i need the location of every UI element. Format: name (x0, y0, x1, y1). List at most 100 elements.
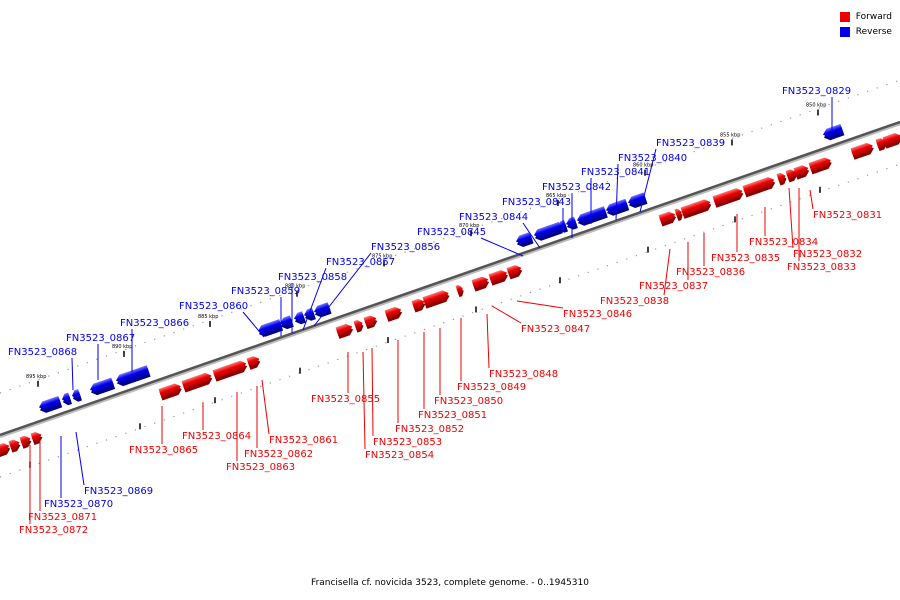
gene-label-fn3523_0829[interactable]: FN3523_0829 (782, 86, 851, 97)
reverse-gene-arrow[interactable] (279, 315, 294, 330)
gene-label-fn3523_0860[interactable]: FN3523_0860 (179, 301, 248, 312)
forward-gene-arrow[interactable] (793, 164, 811, 180)
gene-label-fn3523_0845[interactable]: FN3523_0845 (417, 227, 486, 238)
forward-gene-arrow[interactable] (488, 268, 510, 286)
forward-gene-arrow[interactable] (785, 168, 799, 183)
forward-gene-arrow[interactable] (19, 434, 33, 449)
gene-leader-line (486, 313, 490, 369)
reverse-gene-arrow[interactable] (38, 395, 63, 415)
gene-leader-line (788, 187, 794, 249)
gene-label-fn3523_0835[interactable]: FN3523_0835 (711, 253, 780, 264)
gene-label-fn3523_0833[interactable]: FN3523_0833 (787, 262, 856, 273)
gene-leader-line (371, 347, 374, 437)
gene-label-fn3523_0837[interactable]: FN3523_0837 (639, 281, 708, 292)
forward-gene-arrow[interactable] (422, 289, 451, 309)
forward-gene-arrow[interactable] (882, 131, 900, 149)
gene-leader-line (615, 163, 619, 221)
reverse-gene-arrow[interactable] (605, 198, 630, 218)
reverse-gene-arrow[interactable] (89, 377, 116, 397)
gene-leader-line (261, 379, 270, 435)
gene-label-fn3523_0858[interactable]: FN3523_0858 (278, 272, 347, 283)
legend-forward: Forward (839, 9, 892, 24)
gene-label-fn3523_0868[interactable]: FN3523_0868 (8, 347, 77, 358)
gene-label-fn3523_0856[interactable]: FN3523_0856 (371, 242, 440, 253)
gene-leader-line (491, 305, 522, 324)
forward-gene-arrow[interactable] (850, 141, 876, 160)
gene-label-fn3523_0867[interactable]: FN3523_0867 (66, 333, 135, 344)
gene-label-fn3523_0832[interactable]: FN3523_0832 (793, 249, 862, 260)
reverse-gene-arrow[interactable] (576, 206, 608, 227)
gene-label-fn3523_0864[interactable]: FN3523_0864 (182, 431, 251, 442)
reverse-gene-arrow[interactable] (293, 311, 306, 326)
gene-label-fn3523_0850[interactable]: FN3523_0850 (434, 396, 503, 407)
gene-label-fn3523_0849[interactable]: FN3523_0849 (457, 382, 526, 393)
gene-label-fn3523_0871[interactable]: FN3523_0871 (28, 512, 97, 523)
gene-label-fn3523_0863[interactable]: FN3523_0863 (226, 462, 295, 473)
forward-gene-arrow[interactable] (776, 172, 788, 186)
reverse-gene-arrow[interactable] (71, 389, 83, 403)
forward-gene-arrow[interactable] (680, 198, 713, 219)
reverse-gene-arrow[interactable] (257, 319, 284, 338)
forward-gene-arrow[interactable] (712, 187, 745, 208)
forward-gene-arrow[interactable] (335, 322, 355, 339)
gene-label-fn3523_0854[interactable]: FN3523_0854 (365, 450, 434, 461)
genome-axis-shadow (0, 122, 900, 439)
forward-gene-arrow[interactable] (246, 355, 262, 370)
forward-gene-arrow[interactable] (742, 175, 777, 198)
forward-gene-arrow[interactable] (353, 319, 365, 333)
gene-label-fn3523_0872[interactable]: FN3523_0872 (19, 525, 88, 536)
reverse-gene-arrow[interactable] (627, 192, 648, 209)
forward-gene-arrow[interactable] (158, 382, 184, 401)
forward-gene-arrow[interactable] (363, 314, 379, 330)
reverse-gene-arrow[interactable] (533, 221, 563, 243)
gene-label-fn3523_0869[interactable]: FN3523_0869 (84, 486, 153, 497)
reverse-gene-arrow[interactable] (515, 232, 534, 249)
gene-leader-line (663, 248, 671, 296)
forward-gene-arrow[interactable] (30, 430, 44, 445)
gene-leader-line (522, 222, 541, 249)
gene-label-fn3523_0851[interactable]: FN3523_0851 (418, 410, 487, 421)
gene-label-fn3523_0844[interactable]: FN3523_0844 (459, 212, 528, 223)
gene-label-fn3523_0861[interactable]: FN3523_0861 (269, 435, 338, 446)
gene-label-fn3523_0834[interactable]: FN3523_0834 (749, 237, 818, 248)
gene-label-fn3523_0846[interactable]: FN3523_0846 (563, 309, 632, 320)
gene-label-fn3523_0865[interactable]: FN3523_0865 (129, 445, 198, 456)
gene-label-fn3523_0841[interactable]: FN3523_0841 (581, 167, 650, 178)
forward-gene-arrow[interactable] (0, 442, 12, 458)
gene-label-fn3523_0870[interactable]: FN3523_0870 (44, 499, 113, 510)
reverse-gene-arrow[interactable] (115, 365, 151, 388)
gene-label-fn3523_0855[interactable]: FN3523_0855 (311, 394, 380, 405)
gene-label-fn3523_0831[interactable]: FN3523_0831 (813, 210, 882, 221)
forward-gene-arrow[interactable] (674, 208, 685, 221)
reverse-gene-arrow[interactable] (822, 123, 845, 142)
forward-gene-arrow[interactable] (8, 438, 22, 453)
gene-label-fn3523_0836[interactable]: FN3523_0836 (676, 267, 745, 278)
forward-gene-arrow[interactable] (658, 210, 678, 227)
forward-gene-arrow[interactable] (181, 371, 214, 393)
forward-gene-arrow[interactable] (506, 263, 524, 280)
gene-label-fn3523_0857[interactable]: FN3523_0857 (326, 257, 395, 268)
forward-gene-arrow[interactable] (455, 284, 466, 298)
gene-label-fn3523_0866[interactable]: FN3523_0866 (120, 318, 189, 329)
forward-gene-arrow[interactable] (411, 297, 427, 313)
gene-leader-line (302, 267, 327, 331)
forward-gene-arrow[interactable] (808, 156, 834, 175)
gene-label-fn3523_0859[interactable]: FN3523_0859 (231, 286, 300, 297)
scale-tick-label: 875 kbp (372, 253, 392, 259)
gene-label-fn3523_0839[interactable]: FN3523_0839 (656, 138, 725, 149)
gene-label-fn3523_0852[interactable]: FN3523_0852 (395, 424, 464, 435)
forward-gene-arrow[interactable] (471, 275, 491, 292)
gene-label-fn3523_0853[interactable]: FN3523_0853 (373, 437, 442, 448)
gene-label-fn3523_0848[interactable]: FN3523_0848 (489, 369, 558, 380)
forward-gene-arrow[interactable] (384, 305, 404, 322)
gene-label-fn3523_0842[interactable]: FN3523_0842 (542, 182, 611, 193)
reverse-gene-arrow[interactable] (61, 392, 73, 407)
forward-gene-arrow[interactable] (212, 359, 249, 382)
gene-label-fn3523_0838[interactable]: FN3523_0838 (600, 296, 669, 307)
gene-label-fn3523_0843[interactable]: FN3523_0843 (502, 197, 571, 208)
gene-label-fn3523_0840[interactable]: FN3523_0840 (618, 153, 687, 164)
gene-label-fn3523_0847[interactable]: FN3523_0847 (521, 324, 590, 335)
gene-label-fn3523_0862[interactable]: FN3523_0862 (244, 449, 313, 460)
gene-leader-line (313, 252, 372, 327)
